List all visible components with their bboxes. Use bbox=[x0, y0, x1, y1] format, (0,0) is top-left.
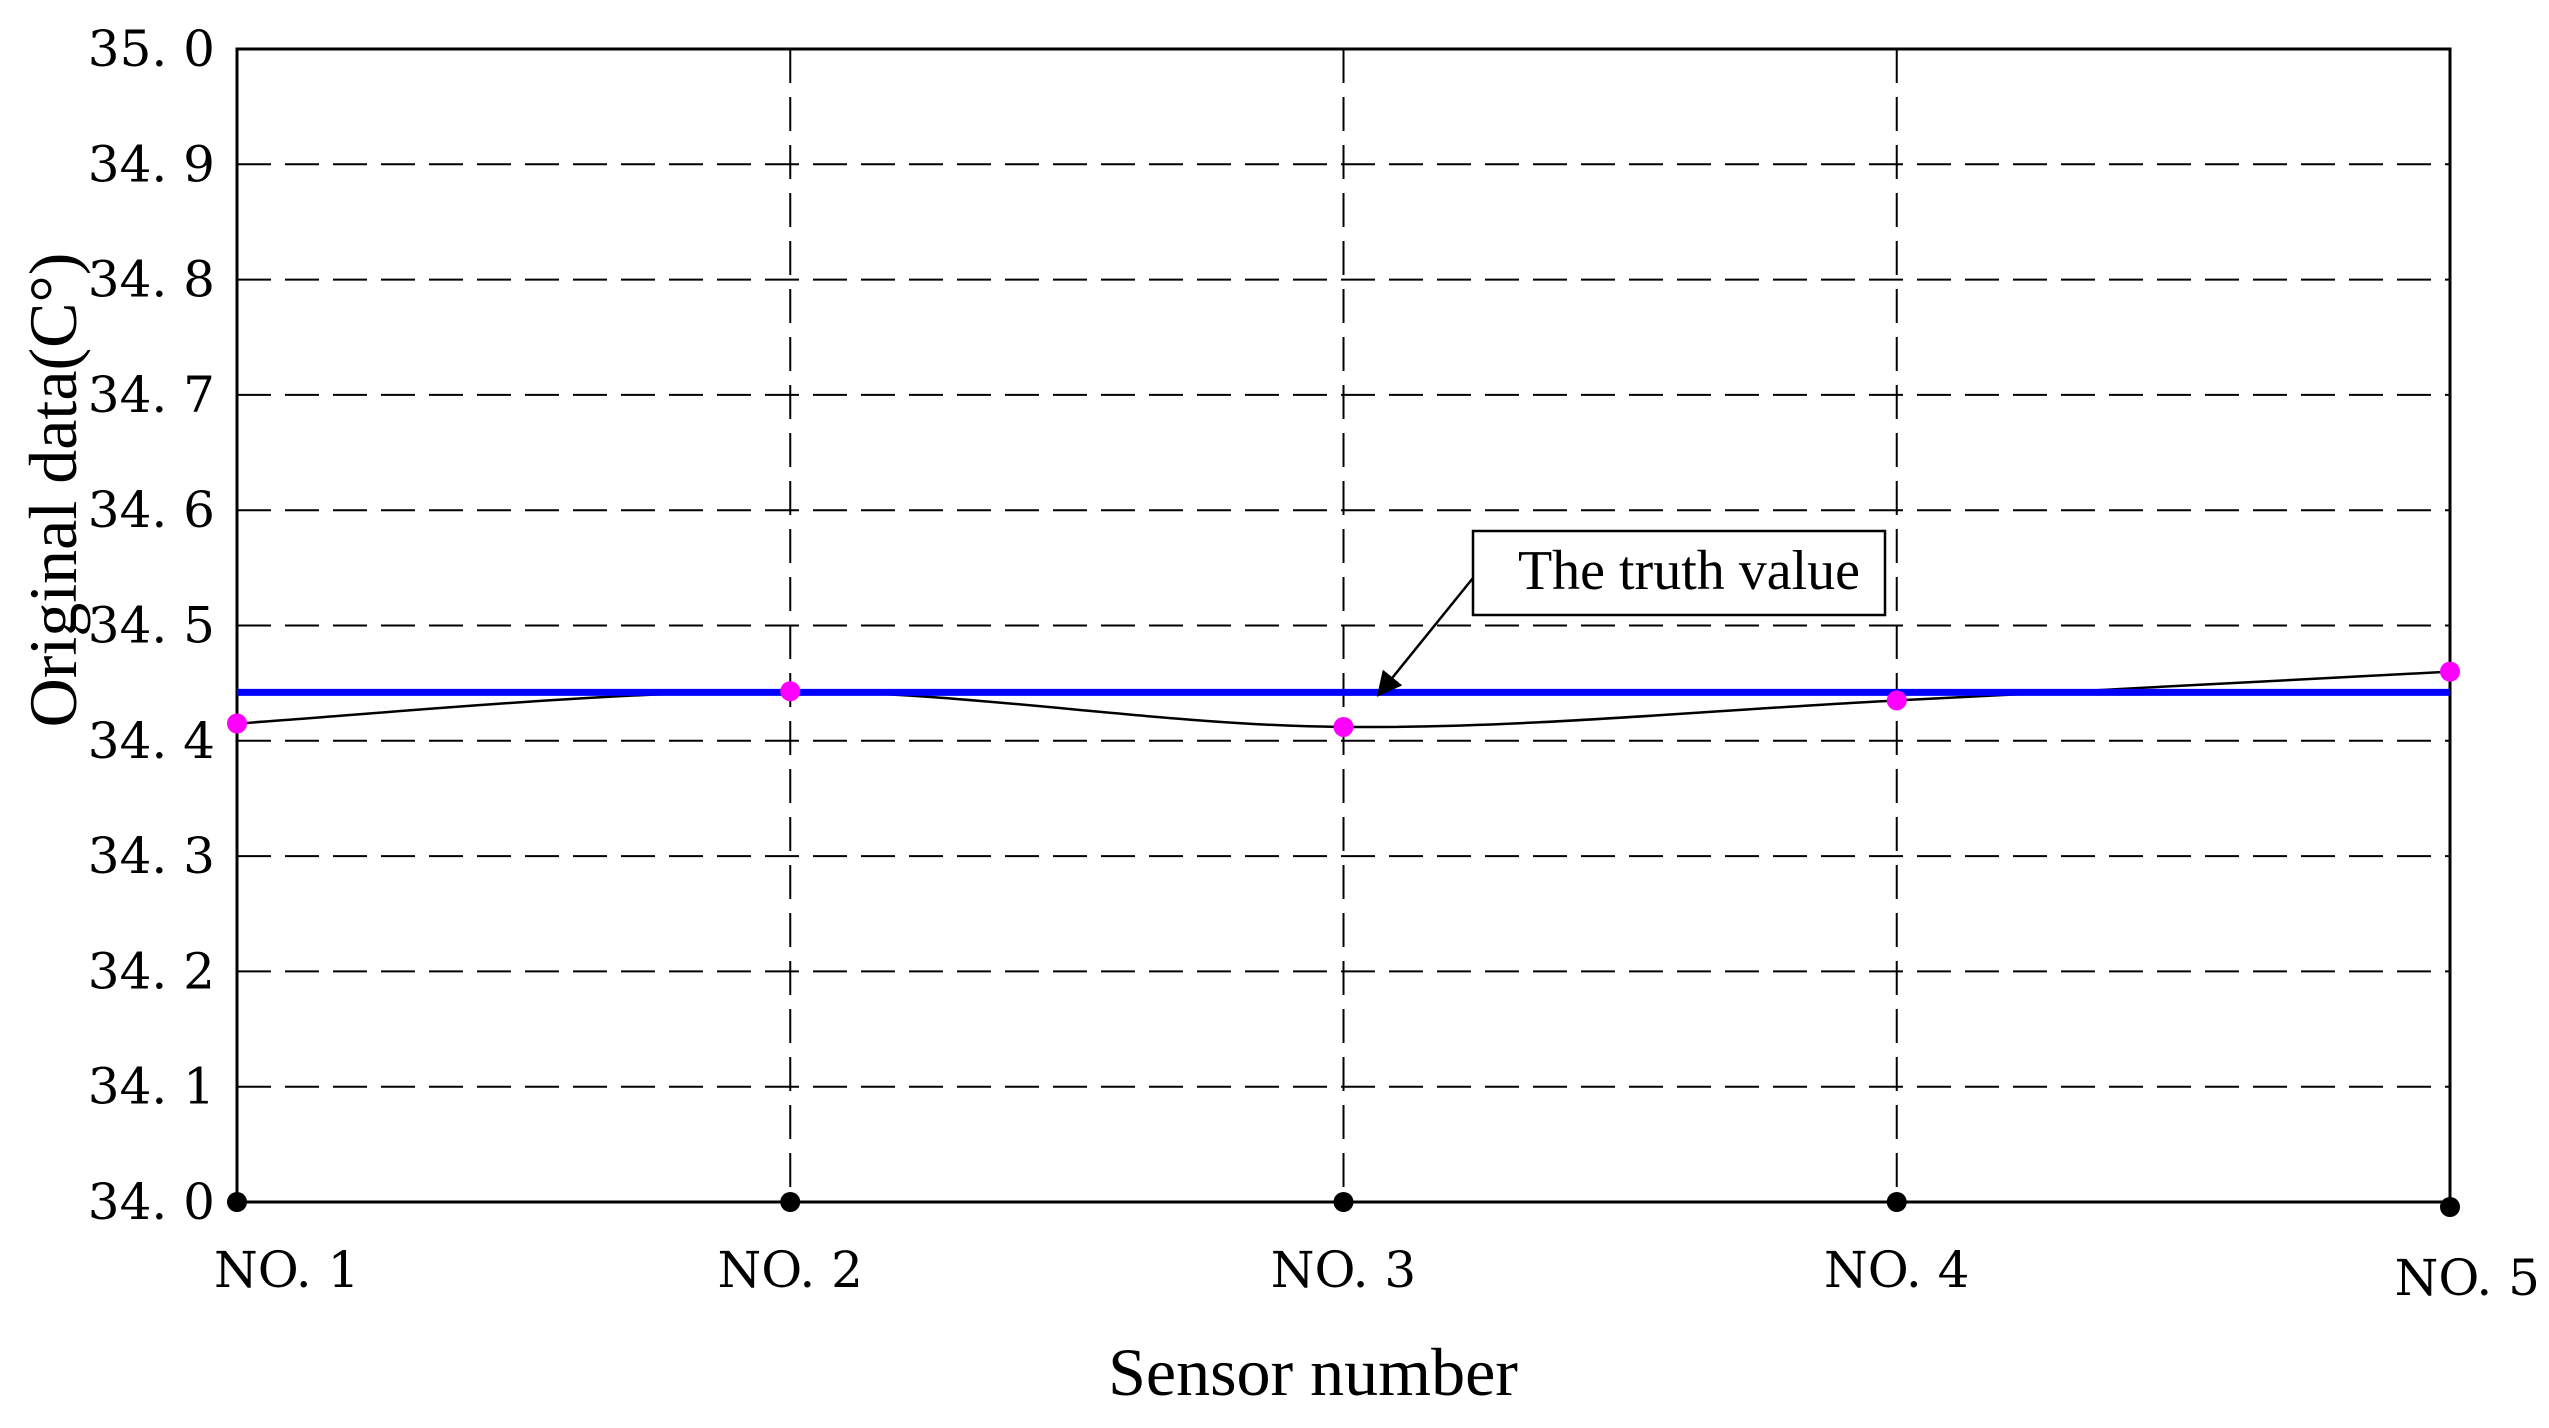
y-tick-label: 34. 6 bbox=[88, 481, 215, 539]
y-tick-label: 34. 1 bbox=[88, 1058, 215, 1116]
baseline-markers bbox=[227, 1192, 2460, 1217]
x-axis-title: Sensor number bbox=[1108, 1334, 1518, 1410]
series-points bbox=[227, 661, 2460, 737]
baseline-marker bbox=[227, 1192, 247, 1212]
data-point bbox=[2440, 661, 2460, 682]
y-tick-labels: 34. 0 34. 1 34. 2 34. 3 34. 4 34. 5 34. 6 34. 7… bbox=[88, 20, 215, 1231]
y-tick-label: 35. 0 bbox=[88, 20, 215, 78]
data-point bbox=[1886, 690, 1907, 711]
baseline-marker bbox=[780, 1192, 801, 1212]
x-tick-labels: NO. 1 NO. 2 NO. 3 NO. 4 NO. 5 bbox=[214, 1241, 2540, 1307]
y-tick-label: 34. 0 bbox=[88, 1173, 215, 1231]
annotation-arrow bbox=[1376, 577, 1474, 697]
baseline-marker bbox=[1886, 1192, 1907, 1212]
y-tick-label: 34. 9 bbox=[88, 135, 215, 193]
data-point bbox=[1333, 716, 1354, 737]
y-tick-label: 34. 5 bbox=[88, 597, 215, 655]
data-point bbox=[780, 681, 801, 702]
annotation-box bbox=[1471, 529, 1887, 617]
baseline-marker bbox=[2440, 1197, 2460, 1217]
annotation-text: The truth value bbox=[1518, 540, 1860, 602]
y-tick-label: 34. 4 bbox=[88, 712, 215, 770]
x-tick-label: NO. 3 bbox=[1271, 1241, 1416, 1299]
data-point bbox=[227, 713, 247, 734]
y-tick-label: 34. 8 bbox=[88, 251, 215, 309]
baseline-marker bbox=[1333, 1192, 1354, 1212]
y-axis-title: Original data(C°) bbox=[15, 253, 91, 728]
y-tick-label: 34. 7 bbox=[88, 366, 215, 424]
y-tick-label: 34. 2 bbox=[88, 942, 215, 1000]
x-tick-label: NO. 4 bbox=[1824, 1241, 1969, 1299]
x-tick-label: NO. 5 bbox=[2395, 1249, 2540, 1307]
x-tick-label: NO. 1 bbox=[214, 1241, 359, 1299]
truth-value-annotation: The truth value bbox=[1376, 529, 1887, 697]
vertical-gridlines bbox=[789, 49, 1898, 1202]
x-tick-label: NO. 2 bbox=[718, 1241, 863, 1299]
y-tick-label: 34. 3 bbox=[88, 827, 215, 885]
